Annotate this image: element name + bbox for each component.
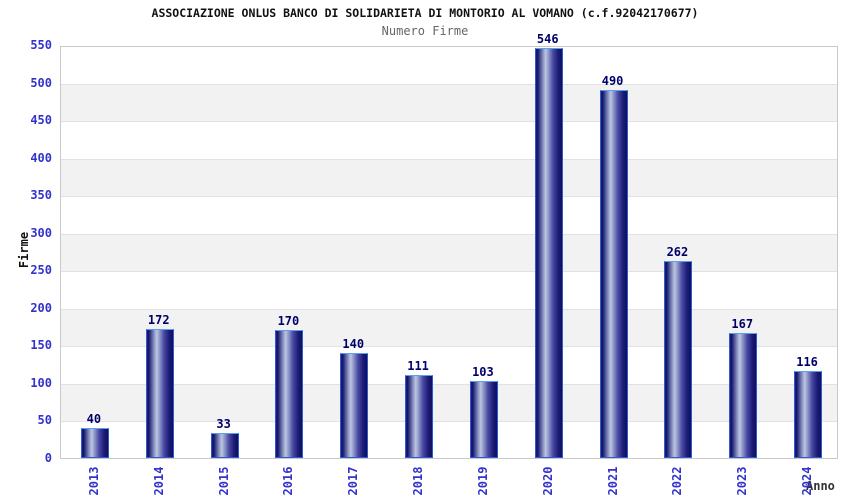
chart-title: ASSOCIAZIONE ONLUS BANCO DI SOLIDARIETA …: [151, 6, 699, 20]
bar-value-label: 111: [407, 358, 429, 373]
bar-2018: [405, 374, 434, 458]
grid-band: [61, 197, 837, 235]
x-tick-label: 2023: [735, 466, 750, 496]
bar-value-label: 33: [216, 417, 231, 432]
x-tick-label: 2014: [151, 466, 166, 496]
bar-value-label: 172: [147, 312, 170, 327]
bar-value-label: 103: [472, 364, 494, 379]
chart-subtitle: Numero Firme: [381, 24, 469, 38]
y-tick-label: 500: [30, 75, 52, 90]
bar-value-label: 167: [731, 316, 754, 331]
x-axis-title: Anno: [806, 479, 835, 493]
y-tick-label: 250: [30, 263, 52, 278]
grid-band: [61, 122, 837, 160]
y-tick-label: 400: [30, 150, 52, 165]
y-tick-label: 100: [30, 375, 52, 390]
x-tick-label: 2021: [605, 466, 620, 496]
grid-band: [61, 309, 837, 348]
y-tick-label: 200: [30, 300, 52, 315]
y-tick-label: 50: [37, 413, 52, 428]
bar-value-label: 116: [796, 354, 818, 369]
bar-2020: [534, 48, 563, 458]
x-tick-label: 2018: [411, 466, 426, 496]
bar-2021: [599, 90, 628, 458]
grid-band: [61, 84, 837, 123]
bar-2017: [340, 352, 369, 458]
bar-2022: [664, 261, 693, 458]
x-tick-label: 2019: [475, 466, 490, 496]
grid-band: [61, 422, 837, 460]
x-tick-label: 2016: [281, 466, 296, 496]
y-tick-label: 450: [30, 113, 52, 128]
y-tick-label: 350: [30, 188, 52, 203]
bar-2023: [729, 332, 758, 458]
bar-2014: [145, 328, 174, 458]
bar-value-label: 140: [342, 336, 365, 351]
x-tick-label: 2022: [670, 466, 685, 496]
x-tick-label: 2015: [216, 466, 231, 496]
bar-value-label: 546: [536, 32, 559, 46]
x-tick-label: 2020: [540, 466, 555, 496]
grid-band: [61, 384, 837, 423]
bar-value-label: 490: [601, 74, 624, 89]
x-tick-label: 2013: [86, 466, 101, 496]
bar-2016: [275, 330, 304, 458]
y-tick-label: 150: [30, 338, 52, 353]
y-tick-label: 300: [30, 225, 52, 240]
plot-area: [60, 46, 838, 459]
bar-value-label: 40: [86, 411, 102, 426]
bar-2015: [210, 433, 239, 458]
grid-band: [61, 347, 837, 385]
bar-2019: [469, 380, 498, 458]
grid-band: [61, 272, 837, 310]
bar-value-label: 170: [277, 314, 300, 329]
x-tick-label: 2024: [800, 466, 815, 496]
y-tick-label: 550: [30, 38, 52, 52]
bar-2024: [794, 370, 823, 458]
grid-band: [61, 47, 837, 85]
grid-band: [61, 159, 837, 198]
bar-value-label: 262: [666, 245, 689, 260]
bar-2013: [80, 427, 109, 458]
grid-band: [61, 234, 837, 273]
y-tick-label: 0: [44, 451, 52, 465]
x-tick-label: 2017: [346, 466, 361, 496]
